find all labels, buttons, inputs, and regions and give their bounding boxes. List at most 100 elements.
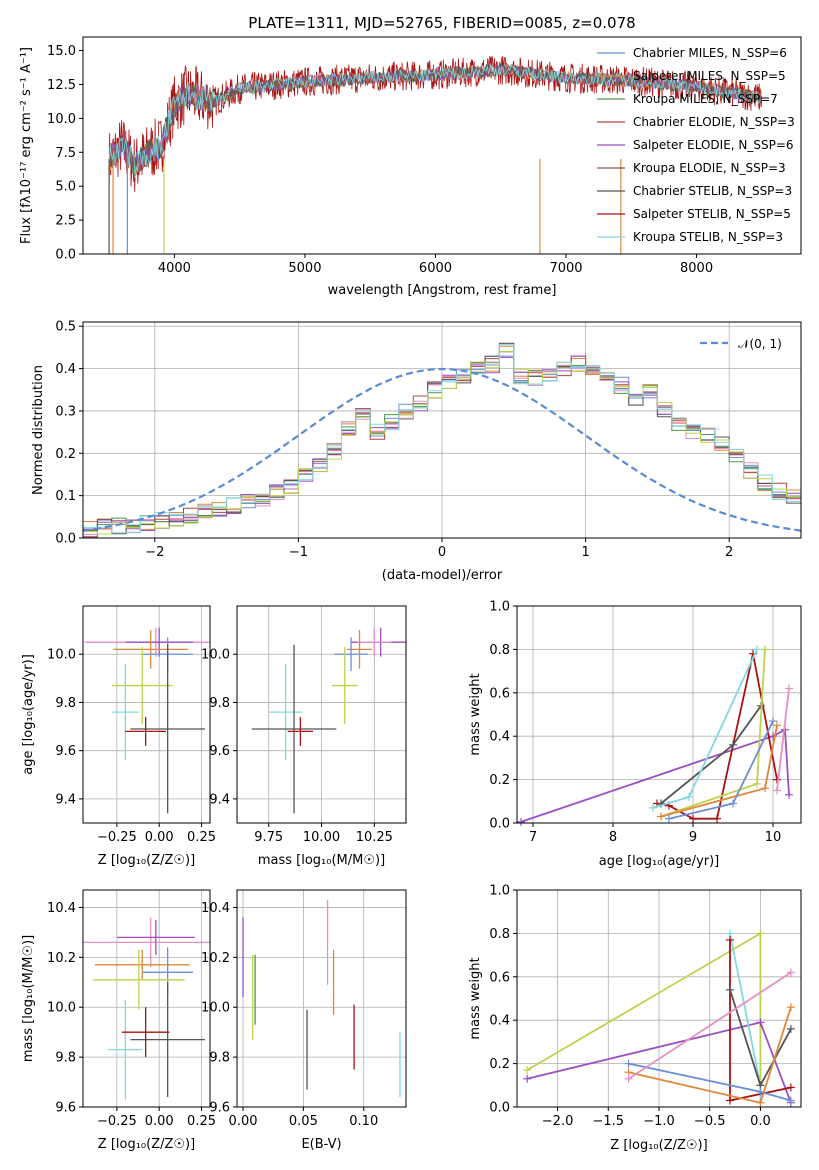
z-xlabel: Z [log₁₀(Z/Z☉)] [98,1137,195,1152]
plot-frame [236,605,407,824]
y-tick-label: 10.4 [201,901,230,916]
y-tick-label: 0.6 [489,686,510,701]
plot-frame [82,605,211,824]
legend-entry: Chabrier STELIB, N_SSP=3 [633,184,792,198]
ebv-xlabel: E(B-V) [301,1137,341,1152]
x-tick-label: 9 [689,830,697,845]
x-tick-label: 0 [438,545,446,560]
mass-weight-line [628,971,792,1080]
x-tick-label: 7000 [549,261,582,276]
x-tick-label: 7 [529,830,537,845]
x-tick-label: −0.5 [694,1114,726,1129]
y-tick-label: 0.0 [489,1101,510,1116]
x-tick-label: 0.10 [349,1114,378,1129]
y-tick-label: 10.2 [201,951,230,966]
legend-entry: 𝒩(0, 1) [738,337,782,351]
mass-weight-line [520,728,790,823]
x-tick-label: 0.00 [145,830,174,845]
y-tick-label: 0.2 [489,773,510,788]
y-tick-label: 7.5 [55,146,76,161]
x-tick-label: −0.25 [97,830,137,845]
x-tick-label: 0.25 [187,1114,216,1129]
y-tick-label: 10.0 [201,648,230,663]
plot-frame [82,889,211,1108]
x-tick-label: 0.25 [187,830,216,845]
grid [237,606,406,823]
plot-frame [516,605,802,824]
legend-entry: Kroupa ELODIE, N_SSP=3 [633,161,786,175]
mass-weight-line [652,649,758,809]
x-tick-label: 2 [725,545,733,560]
x-tick-label: 6000 [419,261,452,276]
x-tick-label: 8 [609,830,617,845]
legend-entry: Salpeter STELIB, N_SSP=5 [633,207,791,221]
x-tick-label: 0.0 [750,1114,771,1129]
grid [237,890,406,1108]
y-tick-label: 0.3 [55,404,76,419]
mass-ylabel: mass [log₁₀(M/M☉)] [21,935,36,1062]
grid [83,606,210,823]
legend-entry: Kroupa STELIB, N_SSP=3 [633,230,783,244]
y-tick-label: 9.4 [209,792,230,807]
mass-xlabel: mass [log₁₀(M/M☉)] [258,853,385,868]
hist-ylabel: Normed distribution [31,365,46,495]
legend-entry: Salpeter ELODIE, N_SSP=6 [633,138,794,152]
y-tick-label: 0.1 [55,489,76,504]
x-tick-label: 10.25 [356,830,393,845]
grid [83,890,210,1108]
y-tick-label: 9.6 [209,744,230,759]
y-tick-label: 0.0 [55,532,76,547]
legend-entry: Kroupa MILES, N_SSP=7 [633,92,778,106]
y-tick-label: 15.0 [47,44,76,59]
mass-weight-line [660,705,762,805]
sed-title: PLATE=1311, MJD=52765, FIBERID=0085, z=0… [248,14,635,32]
sed-ylabel: Flux [fλ10⁻¹⁷ erg cm⁻² s⁻¹ A⁻¹] [19,47,34,244]
y-tick-label: 0.4 [489,1014,510,1029]
x-tick-label: −1.0 [643,1114,675,1129]
spectrum-line [108,63,762,178]
plot-frame [82,36,802,255]
mass-weight-line [526,931,762,1086]
panel-0: 4000 5000 6000 7000 8000 0.0 2.5 5.0 7.5 10.0 12.5… [19,14,802,298]
age-xlabel: age [log₁₀(age/yr)] [599,854,720,869]
y-tick-label: 0.2 [55,447,76,462]
normal-curve [83,367,801,532]
sed-xlabel: wavelength [Angstrom, rest frame] [328,283,557,298]
panel-2: −0.25 0.00 0.25 9.4 9.6 9.8 10.0 Z [log₁₀(Z/Z☉)… [21,605,216,868]
plot-frame [82,321,802,539]
y-tick-label: 10.0 [47,112,76,127]
panel-1: −2 −1 0 1 2 0.0 0.1 0.2 0.3 0.4 0.5 (data-model)/er… [31,320,802,583]
y-tick-label: 0.8 [489,643,510,658]
x-tick-label: 4000 [158,261,191,276]
y-tick-label: 0.8 [489,927,510,942]
x-tick-label: 5000 [288,261,321,276]
panel-3: 9.75 10.00 10.25 9.4 9.6 9.8 10.0 mass [log₁₀(M… [201,605,407,868]
y-tick-label: 9.6 [209,1101,230,1116]
x-tick-label: 9.75 [254,830,283,845]
z-xlabel: Z [log₁₀(Z/Z☉)] [98,853,195,868]
y-tick-label: 0.6 [489,970,510,985]
y-tick-label: 9.6 [55,744,76,759]
x-tick-label: 10.00 [303,830,340,845]
y-tick-label: 9.8 [55,1051,76,1066]
Z-xlabel: Z [log₁₀(Z/Z☉)] [610,1138,707,1153]
y-tick-label: 10.0 [47,648,76,663]
plot-frame [516,889,802,1108]
x-tick-label: −0.25 [97,1114,137,1129]
y-tick-label: 2.5 [55,214,76,229]
x-tick-label: 0.00 [229,1114,258,1129]
panel-7: −2.0 −1.5 −1.0 −0.5 0.0 0.0 0.2 0.4 0.6 0.8 1.0 Z [… [468,884,802,1153]
y-tick-label: 5.0 [55,180,76,195]
legend-entry: Chabrier MILES, N_SSP=6 [633,46,787,60]
panel-4: 7 8 9 10 0.0 0.2 0.4 0.6 0.8 1.0 age [log₁₀(age/yr… [468,600,802,869]
y-tick-label: 9.8 [209,696,230,711]
y-tick-label: 9.8 [209,1051,230,1066]
grid [517,605,801,824]
y-tick-label: 10.0 [201,1001,230,1016]
hist-xlabel: (data-model)/error [382,568,503,583]
x-tick-label: −1 [289,545,308,560]
y-tick-label: 0.0 [489,817,510,832]
y-tick-label: 9.4 [55,792,76,807]
y-tick-label: 10.0 [47,1001,76,1016]
